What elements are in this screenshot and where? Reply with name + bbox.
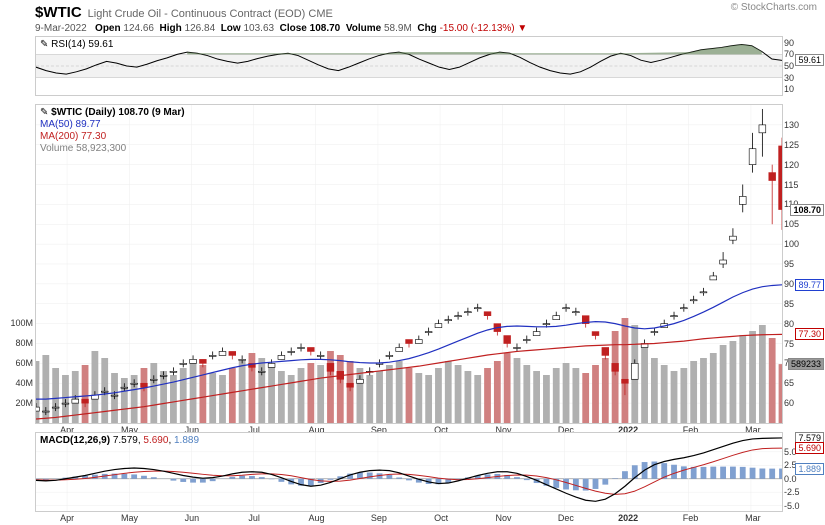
macd-xtick: Dec (558, 513, 574, 523)
low-label: Low (221, 23, 241, 34)
chg-arrow-icon: ▼ (517, 23, 527, 34)
rsi-indicator-label: ✎ RSI(14) 59.61 (40, 39, 113, 50)
attribution-text: © StockCharts.com (731, 2, 817, 13)
macd-ytick: -2.5 (784, 487, 814, 497)
rsi-ytick: 90 (784, 38, 814, 48)
price-ytick: 95 (784, 259, 814, 269)
rsi-pencil-icon: ✎ (40, 39, 48, 50)
macd-ytick: -5.0 (784, 501, 814, 511)
ma50-label: MA(50) 89.77 (40, 119, 101, 130)
volume-value: 58.9M (384, 23, 412, 34)
signal-value-tag: 5.690 (795, 442, 824, 454)
close-tag: 108.70 (790, 204, 824, 216)
chart-header: © StockCharts.com $WTIC Light Crude Oil … (0, 0, 825, 34)
chg-label: Chg (417, 23, 436, 34)
high-value: 126.84 (185, 23, 216, 34)
macd-xtick: May (121, 513, 138, 523)
volume-ytick: 100M (3, 318, 33, 328)
price-candle-icon: ✎ (40, 107, 48, 118)
high-label: High (160, 23, 182, 34)
close-value: 108.70 (310, 23, 341, 34)
volume-ytick: 40M (3, 378, 33, 388)
price-ytick: 65 (784, 378, 814, 388)
price-ytick: 60 (784, 398, 814, 408)
ticker-description: Light Crude Oil - Continuous Contract (E… (88, 8, 333, 20)
volume-tag: 589233 (788, 358, 824, 370)
rsi-value-tag: 59.61 (795, 54, 824, 66)
macd-macd-value: 7.579 (113, 435, 138, 446)
price-ytick: 85 (784, 299, 814, 309)
macd-xtick: Apr (60, 513, 74, 523)
volume-label: Volume (346, 23, 381, 34)
macd-xtick: Jul (248, 513, 260, 523)
quote-date: 9-Mar-2022 (35, 23, 87, 34)
rsi-ytick: 10 (784, 84, 814, 94)
open-value: 124.66 (123, 23, 154, 34)
price-title-label: ✎ $WTIC (Daily) 108.70 (9 Mar) (40, 107, 185, 118)
rsi-panel: ✎ RSI(14) 59.61 1030507090 59.61 (35, 36, 783, 96)
price-ytick: 115 (784, 180, 814, 190)
ma200-tag: 77.30 (795, 328, 824, 340)
volume-series-label: Volume 58,923,300 (40, 143, 126, 154)
price-ytick: 130 (784, 120, 814, 130)
ticker-symbol: $WTIC (35, 4, 82, 21)
rsi-label-text: RSI(14) 59.61 (51, 39, 113, 50)
open-label: Open (95, 23, 121, 34)
macd-label-text: MACD(12,26,9) (40, 435, 110, 446)
macd-xtick: 2022 (618, 513, 638, 523)
rsi-plot (36, 37, 782, 95)
macd-hist-value: 1.889 (174, 435, 199, 446)
volume-ytick: 80M (3, 338, 33, 348)
ma200-label: MA(200) 77.30 (40, 131, 106, 142)
macd-ytick: 0.0 (784, 474, 814, 484)
price-plot (36, 105, 782, 423)
macd-xtick: Jun (185, 513, 200, 523)
close-label: Close (280, 23, 307, 34)
ma50-tag: 89.77 (795, 279, 824, 291)
macd-panel: MACD(12,26,9) 7.579, 5.690, 1.889 -5.0-2… (35, 432, 783, 512)
stockchart-container: © StockCharts.com $WTIC Light Crude Oil … (0, 0, 825, 525)
hist-value-tag: 1.889 (795, 463, 824, 475)
macd-xtick: Feb (683, 513, 699, 523)
quote-line: 9-Mar-2022 Open 124.66 High 126.84 Low 1… (35, 23, 817, 34)
chg-value: -15.00 (-12.13%) (440, 23, 515, 34)
macd-xtick: Sep (371, 513, 387, 523)
macd-signal-value: 5.690 (143, 435, 168, 446)
macd-xtick: Oct (434, 513, 448, 523)
price-ytick: 125 (784, 140, 814, 150)
price-ytick: 120 (784, 160, 814, 170)
volume-ytick: 20M (3, 398, 33, 408)
price-ytick: 100 (784, 239, 814, 249)
macd-indicator-label: MACD(12,26,9) 7.579, 5.690, 1.889 (40, 435, 199, 446)
volume-ytick: 60M (3, 358, 33, 368)
price-ytick: 80 (784, 319, 814, 329)
macd-xtick: Nov (495, 513, 511, 523)
price-panel: ✎ $WTIC (Daily) 108.70 (9 Mar) MA(50) 89… (35, 104, 783, 424)
macd-xtick: Aug (308, 513, 324, 523)
price-ytick: 105 (784, 219, 814, 229)
low-value: 103.63 (243, 23, 274, 34)
price-title-text: $WTIC (Daily) 108.70 (9 Mar) (51, 107, 184, 118)
macd-xtick: Mar (745, 513, 761, 523)
rsi-ytick: 30 (784, 73, 814, 83)
